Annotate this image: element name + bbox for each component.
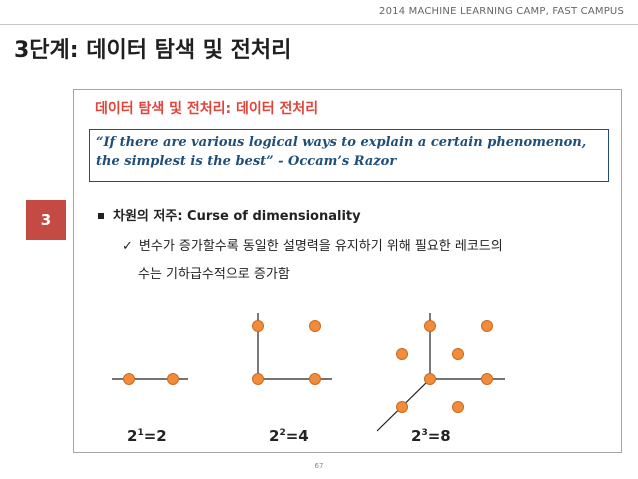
point-3d-h (452, 401, 464, 413)
formula-1d-base: 2 (127, 427, 138, 445)
diagram-2d (252, 313, 332, 385)
point-3d-d (452, 348, 464, 360)
formula-3d: 23=8 (411, 427, 451, 445)
point-3d-a (424, 320, 436, 332)
content-panel (73, 89, 622, 453)
point-2d-b (309, 320, 321, 332)
formula-3d-exponent: 3 (421, 428, 428, 438)
quote-line-2: the simplest is the best” - Occam’s Razo… (96, 154, 397, 169)
point-3d-b (481, 320, 493, 332)
diagram-3d (376, 313, 505, 432)
sub-bullet-item: ✓ 변수가 증가할수록 동일한 설명력을 유지하기 위해 필요한 레코드의 (122, 235, 503, 254)
point-3d-g (396, 401, 408, 413)
bullet-text: 차원의 저주: Curse of dimensionality (113, 209, 361, 224)
formula-1d-result: =2 (143, 427, 167, 445)
formula-1d: 21=2 (127, 427, 167, 445)
formula-3d-base: 2 (411, 427, 422, 445)
point-3d-f (481, 373, 493, 385)
sub-bullet-line-1: 변수가 증가할수록 동일한 설명력을 유지하기 위해 필요한 레코드의 (138, 239, 503, 254)
formula-2d-base: 2 (269, 427, 280, 445)
quote-box: “If there are various logical ways to ex… (89, 129, 609, 182)
sub-bullet-continuation: 수는 기하급수적으로 증가함 (138, 267, 290, 282)
page-number: 67 (314, 462, 324, 470)
quote-line-1: “If there are various logical ways to ex… (96, 135, 587, 150)
slide-title: 3단계: 데이터 탐색 및 전처리 (14, 38, 292, 63)
point-1d-a (123, 373, 135, 385)
check-icon: ✓ (122, 239, 133, 254)
point-2d-d (309, 373, 321, 385)
event-header: 2014 MACHINE LEARNING CAMP, FAST CAMPUS (379, 6, 624, 17)
formula-2d-exponent: 2 (279, 428, 286, 438)
bullet-item: 차원의 저주: Curse of dimensionality (98, 205, 361, 224)
formula-2d: 22=4 (269, 427, 309, 445)
section-heading: 데이터 탐색 및 전처리: 데이터 전처리 (95, 101, 319, 117)
step-badge: 3 (26, 200, 66, 240)
point-1d-b (167, 373, 179, 385)
square-bullet-icon (98, 212, 104, 219)
formula-3d-result: =8 (427, 427, 451, 445)
point-2d-c (252, 373, 264, 385)
diagram-1d (112, 373, 188, 385)
formula-2d-result: =4 (285, 427, 309, 445)
formula-1d-exponent: 1 (137, 428, 144, 438)
header-divider (0, 24, 638, 25)
point-3d-e (424, 373, 436, 385)
point-3d-c (396, 348, 408, 360)
point-2d-a (252, 320, 264, 332)
